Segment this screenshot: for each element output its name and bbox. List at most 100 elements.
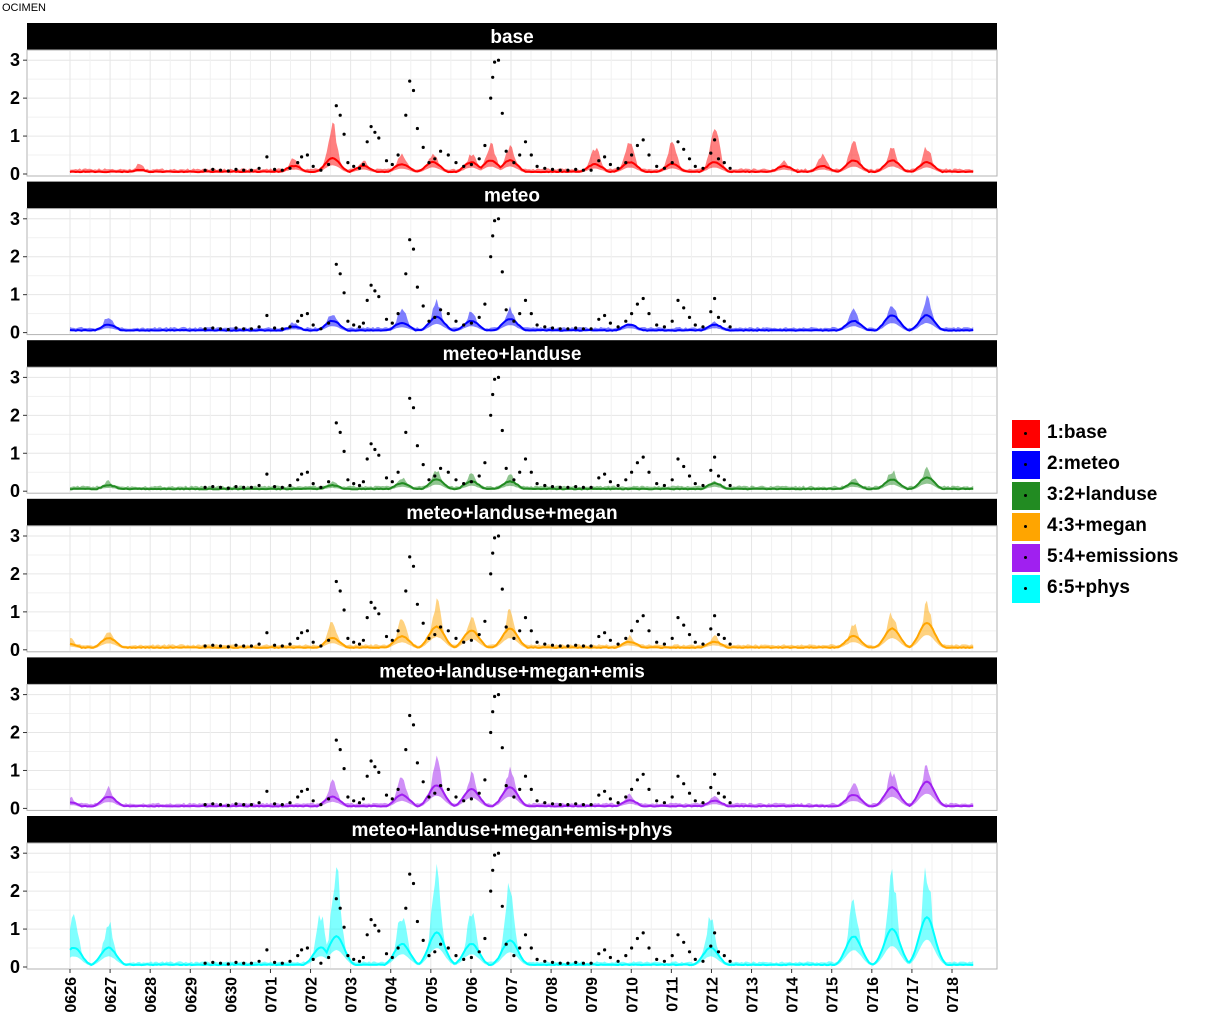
observation-point	[566, 485, 570, 489]
observation-point	[300, 948, 304, 952]
observation-point	[641, 138, 645, 142]
observation-point	[234, 802, 238, 806]
observation-point	[439, 942, 443, 946]
observation-point	[535, 164, 539, 168]
facet-strip-label: meteo	[484, 186, 540, 207]
observation-point	[249, 485, 253, 489]
facet-panel: meteo+landuse 0 1 2 3	[10, 340, 998, 501]
observation-point	[327, 480, 331, 484]
observation-point	[655, 640, 659, 644]
observation-point	[334, 738, 338, 742]
observation-point	[574, 643, 578, 647]
observation-point	[687, 315, 692, 319]
observation-point	[361, 638, 365, 642]
observation-point	[713, 614, 717, 618]
observation-point	[280, 961, 284, 965]
observation-point	[408, 713, 412, 718]
observation-point	[713, 931, 717, 935]
observation-point	[369, 283, 373, 287]
observation-point	[327, 797, 331, 801]
observation-point	[529, 312, 533, 316]
x-tick-label: 0715	[825, 977, 842, 1013]
observation-point	[676, 933, 680, 937]
observation-point	[226, 962, 230, 966]
observation-point	[616, 959, 620, 963]
observation-point	[408, 555, 412, 559]
legend-label: 3:2+landuse	[1047, 484, 1158, 505]
observation-point	[469, 955, 473, 960]
observation-point	[365, 140, 369, 144]
observation-point	[469, 480, 473, 484]
observation-point	[716, 633, 721, 637]
series-band	[70, 122, 974, 173]
observation-point	[581, 961, 586, 965]
observation-point	[491, 234, 495, 238]
observation-point	[483, 461, 487, 465]
observation-point	[589, 644, 593, 648]
observation-point	[566, 327, 570, 331]
y-tick-label: 1	[10, 919, 20, 939]
observation-point	[404, 906, 408, 910]
observation-point	[446, 946, 450, 950]
observation-point	[296, 319, 300, 323]
observation-point	[384, 634, 389, 639]
observation-point	[361, 797, 365, 801]
observation-point	[454, 478, 458, 482]
observation-point	[334, 262, 338, 266]
legend-key-point	[1024, 494, 1027, 497]
observation-point	[655, 957, 659, 962]
observation-point	[529, 787, 533, 792]
y-tick-label: 2	[10, 247, 20, 267]
observation-point	[296, 161, 300, 165]
observation-point	[288, 483, 292, 488]
observation-point	[352, 323, 356, 327]
observation-point	[630, 787, 634, 792]
observation-point	[469, 638, 473, 642]
observation-point	[396, 312, 400, 316]
observation-point	[608, 955, 613, 960]
observation-point	[421, 145, 425, 149]
observation-point	[493, 536, 497, 540]
y-tick-label: 2	[10, 88, 20, 108]
observation-point	[338, 272, 342, 276]
observation-point	[558, 485, 562, 489]
observation-point	[346, 795, 350, 799]
observation-point	[496, 217, 501, 221]
observation-point	[211, 167, 215, 171]
observation-point	[589, 485, 593, 489]
figure-title: OCIMEN	[2, 2, 46, 14]
legend-key-point	[1024, 556, 1027, 559]
legend-key	[1012, 451, 1040, 479]
observation-point	[616, 642, 620, 646]
observation-point	[203, 327, 207, 331]
observation-point	[500, 587, 504, 591]
observation-point	[365, 298, 369, 302]
observation-point	[682, 147, 686, 151]
observation-point	[662, 483, 667, 488]
observation-point	[462, 799, 466, 803]
observation-point	[655, 482, 659, 486]
observation-point	[319, 327, 323, 331]
observation-point	[446, 470, 450, 474]
legend-label: 4:3+megan	[1047, 515, 1147, 536]
observation-point	[421, 463, 425, 467]
observation-point	[249, 644, 253, 648]
observation-point	[489, 96, 493, 100]
observation-point	[319, 168, 323, 172]
observation-point	[709, 785, 713, 790]
observation-point	[234, 643, 238, 647]
observation-point	[687, 157, 692, 161]
observation-point	[280, 168, 284, 172]
observation-point	[305, 787, 309, 792]
observation-point	[489, 730, 493, 735]
observation-point	[242, 803, 246, 807]
observation-point	[415, 602, 419, 606]
observation-point	[377, 929, 381, 933]
observation-point	[529, 946, 533, 950]
observation-point	[433, 315, 437, 319]
y-tick-label: 2	[10, 405, 20, 425]
observation-point	[257, 959, 261, 963]
observation-point	[489, 889, 493, 893]
x-tick-label: 0630	[223, 977, 240, 1013]
observation-point	[390, 480, 394, 484]
